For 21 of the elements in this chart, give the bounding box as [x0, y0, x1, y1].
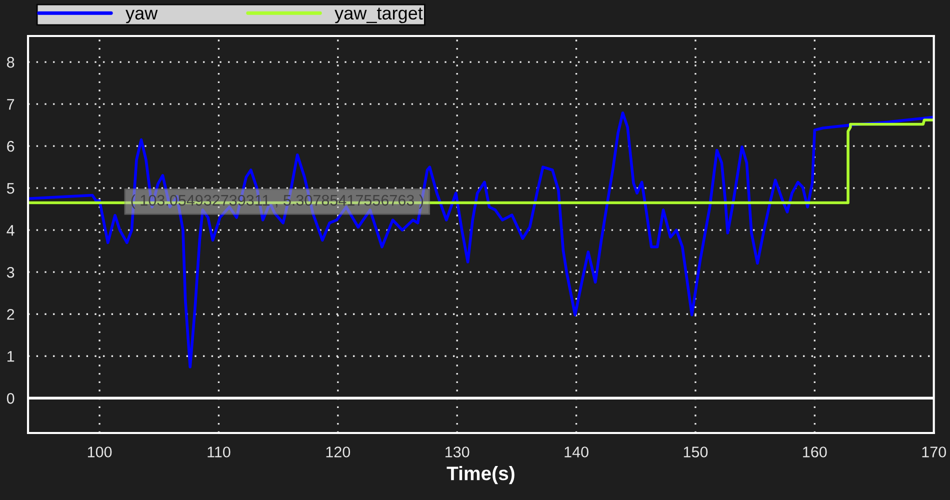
x-tick-label: 150 [684, 446, 708, 458]
x-tick-label: 160 [803, 446, 827, 458]
y-tick-label: 8 [7, 56, 14, 68]
x-axis-title: Time(s) [446, 466, 514, 484]
y-tick-label: 7 [7, 99, 14, 110]
y-tick-label: 3 [6, 266, 14, 278]
line-series [28, 111, 934, 368]
y-tick-label: 2 [7, 308, 14, 320]
y-tick-label: 4 [6, 225, 14, 236]
x-tick-label: 130 [446, 446, 470, 458]
legend-label: yaw [126, 10, 158, 24]
x-tick-label: 100 [88, 446, 112, 458]
y-tick-label: 0 [6, 393, 14, 404]
y-tick-label: 5 [6, 183, 14, 194]
y-tick-label: 1 [8, 351, 14, 362]
x-tick-label: 140 [564, 446, 588, 458]
x-tick-label: 170 [922, 446, 946, 458]
legend-label: yaw_target [334, 8, 423, 24]
x-tick-label: 110 [208, 446, 230, 458]
y-tick-label: 6 [7, 140, 14, 152]
x-tick-label: 120 [326, 446, 350, 458]
